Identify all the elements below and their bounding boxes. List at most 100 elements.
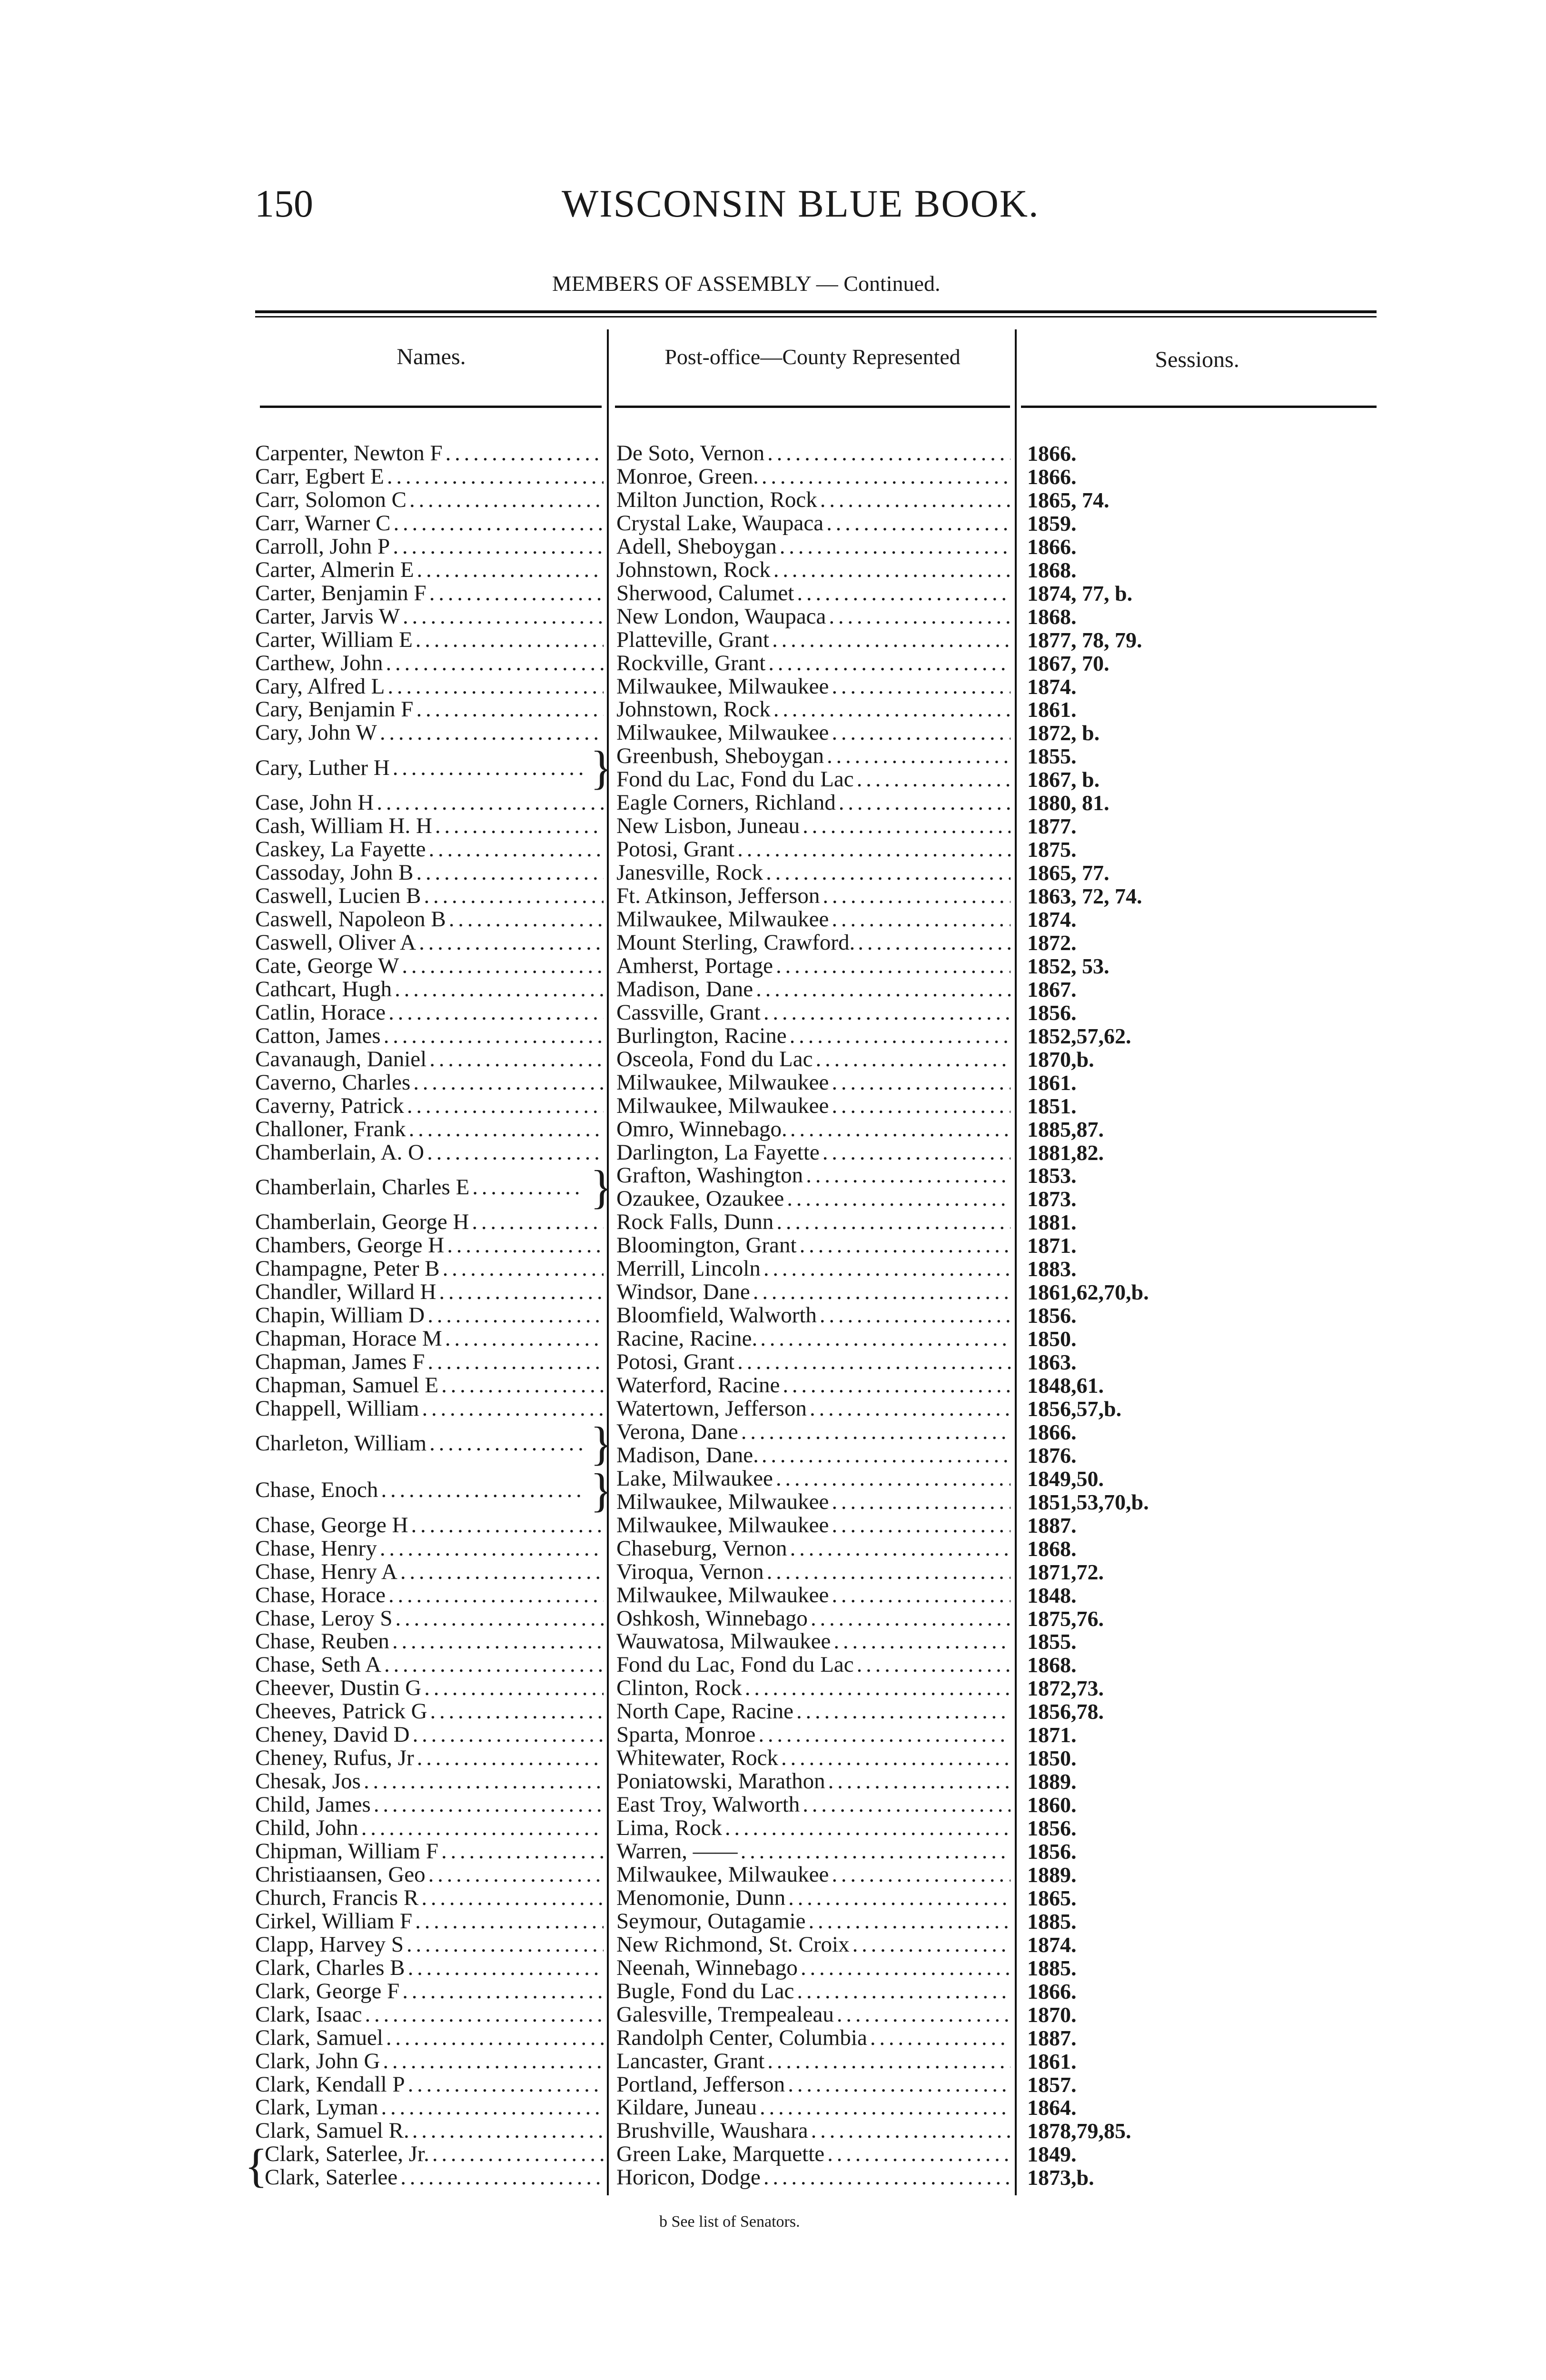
post-office-cell: Janesville, Rock [616,861,1011,884]
member-name-cell: Carthew, John [255,652,604,675]
dot-leader [803,1164,1011,1187]
table-row-line: Warren, —— 1856. [0,1840,1546,1863]
member-name: Cary, Alfred L [255,674,385,698]
table-row: Clark, Lyman [0,2096,1546,2119]
sessions-cell: 1853. [1027,1163,1077,1188]
sessions-cell: 1889. [1027,1862,1077,1887]
sessions-cell: 1867, b. [1027,767,1100,792]
sessions-cell: 1885. [1027,1955,1077,1980]
header-rule [1021,406,1377,408]
member-name-cell: Cate, George W [255,954,604,978]
post-office-cell: Rock Falls, Dunn [616,1210,1011,1234]
table-row: Cary, Alfred L [0,675,1546,698]
table-row: Carter, Benjamin F [0,582,1546,605]
table-row-line: Darlington, La Fayette 1881,82. [0,1141,1546,1164]
table-row-line: Ft. Atkinson, Jefferson 1863, 72, 74. [0,884,1546,908]
table-row-line: Rock Falls, Dunn 1881. [0,1210,1546,1234]
member-name-cell: Chamberlain, A. O [255,1141,604,1164]
post-office-county: Eagle Corners, Richland [616,791,836,815]
member-name: Chase, Enoch [255,1478,378,1502]
member-name: Cary, Benjamin F [255,698,414,722]
post-office-cell: Milwaukee, Milwaukee [616,908,1011,931]
table-row: Chamberlain, A. O [0,1141,1546,1164]
member-name: Child, James [255,1793,371,1817]
table-row-line: Madison, Dane 1867. [0,978,1546,1001]
member-name: Chase, Horace [255,1583,386,1607]
post-office-county: Bugle, Fond du Lac [616,1979,794,2003]
dot-leader [854,768,1011,791]
sessions-cell: 1857. [1027,2072,1077,2097]
post-office-county: Fond du Lac, Fond du Lac [616,1653,854,1677]
member-name: Chase, Leroy S [255,1606,393,1630]
sessions-cell: 1861. [1027,1070,1077,1095]
post-office-cell: Monroe, Green. [616,465,1011,488]
member-name-cell: Charleton, William [255,1432,584,1455]
dot-leader [773,1467,1011,1490]
member-name-cell: Chase, Seth A [255,1653,604,1676]
table-row: Catlin, Horace [0,1001,1546,1024]
member-name: Child, John [255,1816,358,1840]
post-office-cell: Milwaukee, Milwaukee [616,1071,1011,1094]
sessions-cell: 1865, 77. [1027,861,1110,885]
table-row: Catton, James [0,1024,1546,1048]
sessions-cell: 1866. [1027,1979,1077,2003]
dot-leader [773,1210,1011,1234]
member-name-cell: Child, James [255,1793,604,1816]
member-name: Chandler, Willard H [255,1280,436,1304]
table-row-line: Waterford, Racine 1848,61. [0,1374,1546,1397]
dot-leader [784,1187,1011,1210]
member-name-cell: Cathcart, Hugh [255,978,604,1001]
post-office-cell: Racine, Racine. [616,1327,1011,1350]
table-row-line: Madison, Dane. 1876. [0,1444,1546,1467]
dot-leader [806,1910,1011,1933]
post-office-county: Monroe, Green. [616,465,759,488]
sessions-cell: 1868. [1027,557,1077,582]
member-name-cell: Cavanaugh, Daniel [255,1048,604,1071]
dot-leader [850,1933,1011,1956]
table-row-line: North Cape, Racine 1856,78. [0,1700,1546,1723]
dot-leader [780,1374,1011,1397]
member-name: Chase, Henry [255,1537,377,1560]
table-row-line: Seymour, Outagamie 1885. [0,1910,1546,1933]
table-row-line: Lake, Milwaukee 1849,50. [0,1467,1546,1490]
table-row: Carr, Warner C [0,512,1546,535]
table-row-line: Milwaukee, Milwaukee 1887. [0,1514,1546,1537]
sessions-cell: 1868. [1027,604,1077,629]
table-row-line: Potosi, Grant 1875. [0,838,1546,861]
member-name: Chase, Henry A [255,1560,397,1584]
table-row: Chamberlain, Charles E [0,1176,1546,1199]
post-office-cell: Sparta, Monroe [616,1723,1011,1746]
member-name-cell: Chapman, James F [255,1350,604,1374]
post-office-cell: Milton Junction, Rock [616,488,1011,512]
post-office-county: Janesville, Rock [616,861,763,885]
table-row-line: Burlington, Racine 1852,57,62. [0,1024,1546,1048]
table-row: Case, John H [0,791,1546,814]
member-name-cell: Clark, Saterlee [265,2166,604,2189]
sessions-cell: 1856,78. [1027,1699,1104,1724]
post-office-county: Madison, Dane [616,977,753,1001]
dot-leader [787,1118,1011,1141]
sessions-cell: 1867, 70. [1027,651,1110,675]
member-name: Church, Francis R [255,1886,419,1910]
member-name: Clark, Samuel [255,2026,383,2050]
table-row: Cavanaugh, Daniel [0,1048,1546,1071]
post-office-county: Milwaukee, Milwaukee [616,1583,829,1607]
brace-mark: } [590,1417,613,1470]
post-office-county: Bloomfield, Walworth [616,1304,817,1328]
post-office-county: Burlington, Racine [616,1024,787,1048]
dot-leader [800,1793,1011,1816]
post-office-county: Oshkosh, Winnebago [616,1606,808,1630]
member-name: Chipman, William F [255,1840,438,1863]
member-name-cell: Carter, Jarvis W [255,605,604,628]
member-name-cell: Cash, William H. H [255,814,604,838]
table-row-line: Rockville, Grant 1867, 70. [0,652,1546,675]
table-row: Caskey, La Fayette [0,838,1546,861]
post-office-cell: Milwaukee, Milwaukee [616,1490,1011,1514]
table-row: Clark, John G [0,2050,1546,2073]
post-office-cell: Osceola, Fond du Lac [616,1048,1011,1071]
table-row: Challoner, Frank [0,1118,1546,1141]
post-office-county: Lancaster, Grant [616,2049,765,2073]
sessions-cell: 1865, 74. [1027,487,1110,512]
table-row: Clark, Kendall P [0,2073,1546,2096]
sessions-cell: 1855. [1027,744,1077,769]
